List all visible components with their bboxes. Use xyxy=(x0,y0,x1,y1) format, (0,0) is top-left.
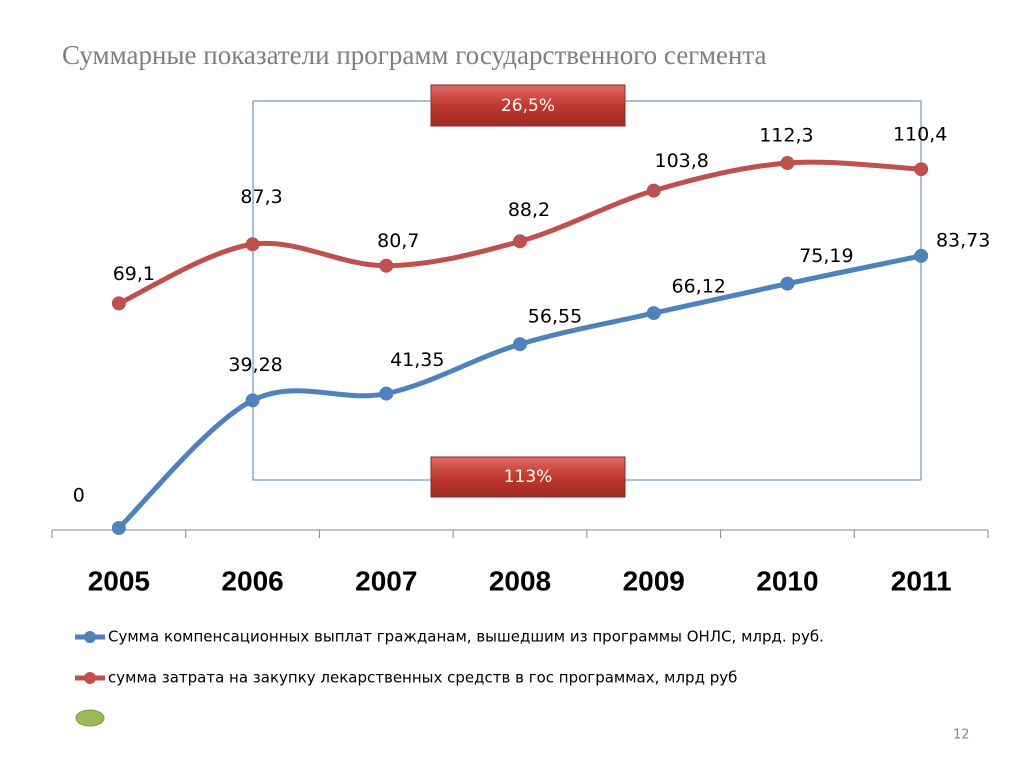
annotation: 26,5% xyxy=(501,96,555,116)
value-label: 103,8 xyxy=(655,150,709,172)
point xyxy=(646,183,661,198)
annotation-box xyxy=(430,456,626,498)
point xyxy=(379,386,394,401)
point xyxy=(513,234,527,249)
value-label: 110,4 xyxy=(893,124,947,146)
value-label: 83,73 xyxy=(936,229,990,251)
page-number: 12 xyxy=(953,728,970,743)
point xyxy=(914,248,929,263)
point xyxy=(245,237,260,252)
annotation: 113% xyxy=(504,467,553,487)
annotation-box xyxy=(430,84,626,127)
legend-marker xyxy=(84,631,96,643)
x-tick-label: 2008 xyxy=(489,565,551,596)
x-tick-label: 2006 xyxy=(221,565,283,596)
x-tick-label: 2011 xyxy=(891,565,952,596)
value-label: 112,3 xyxy=(759,125,813,147)
x-tick-label: 2007 xyxy=(355,565,417,596)
point xyxy=(111,521,126,535)
legend-label: Сумма компенсационных выплат гражданам, … xyxy=(108,628,824,646)
x-tick-label: 2010 xyxy=(756,565,818,596)
value-label: 56,55 xyxy=(528,306,582,328)
value-label: 75,19 xyxy=(799,245,853,267)
bracket xyxy=(252,100,922,481)
point xyxy=(111,296,126,311)
value-label: 41,35 xyxy=(390,349,444,371)
value-label: 39,28 xyxy=(228,354,282,376)
legend-label: сумма затрата на закупку лекарственных с… xyxy=(108,669,737,687)
value-label: 88,2 xyxy=(508,199,550,221)
value-label: 69,1 xyxy=(113,263,155,285)
point xyxy=(245,393,260,408)
point xyxy=(513,337,527,352)
value-label: 87,3 xyxy=(240,186,282,208)
value-label: 80,7 xyxy=(377,230,419,252)
legend-marker xyxy=(84,672,96,684)
point xyxy=(780,276,795,291)
value-label: 66,12 xyxy=(672,276,726,298)
point xyxy=(780,156,795,171)
x-tick-label: 2005 xyxy=(88,565,150,596)
point xyxy=(646,306,661,321)
point xyxy=(379,258,394,273)
legend-marker xyxy=(75,709,105,727)
point xyxy=(914,162,929,177)
value-label: 0 xyxy=(73,485,85,507)
slide-title: Суммарные показатели программ государств… xyxy=(62,40,767,70)
x-tick-label: 2009 xyxy=(623,565,685,596)
